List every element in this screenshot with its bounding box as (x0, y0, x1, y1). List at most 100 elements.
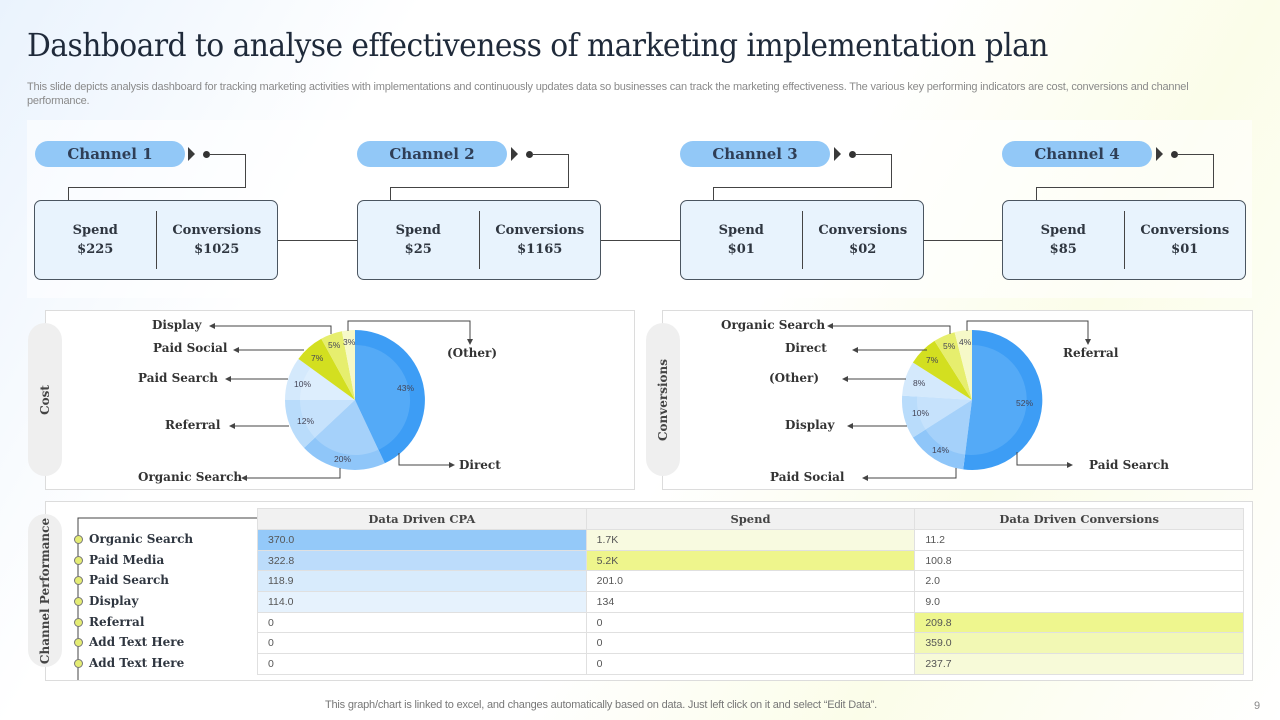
table-row: 370.0 1.7K 11.2 (257, 529, 1244, 551)
bracket-line (713, 187, 892, 188)
conv-label-other: (Other) (769, 371, 820, 385)
cost-label-paid-social: Paid Social (153, 341, 228, 355)
bracket-line (1036, 187, 1214, 188)
dot-icon (849, 151, 856, 158)
conversions-cell: 100.8 (914, 549, 1244, 572)
table-row: 118.9 201.0 2.0 (257, 570, 1244, 593)
bullet-dot-icon (74, 596, 83, 606)
conv-label-referral: Referral (1063, 346, 1119, 360)
bullet-dot-icon (74, 637, 83, 647)
row-label: Display (74, 594, 138, 608)
bracket-line (68, 187, 69, 201)
bracket-line (1177, 154, 1213, 155)
cpa-cell: 118.9 (257, 570, 587, 593)
conversions-metric: Conversions $1165 (495, 223, 585, 257)
channel-performance-table: Data Driven CPA Spend Data Driven Conver… (257, 508, 1244, 675)
bracket-line (855, 154, 891, 155)
conversions-metric: Conversions $01 (1140, 223, 1230, 257)
bullet-dot-icon (74, 658, 83, 668)
spend-cell: 0 (585, 653, 916, 675)
channel-3-pill: Channel 3 (680, 141, 830, 167)
svg-text:10%: 10% (912, 408, 929, 418)
svg-text:20%: 20% (334, 454, 351, 464)
svg-text:4%: 4% (959, 337, 972, 347)
divider (155, 211, 157, 269)
spend-metric: Spend $85 (1040, 223, 1086, 257)
conv-label-organic-search: Organic Search (721, 318, 826, 332)
conversions-metric: Conversions $02 (818, 223, 908, 257)
connector-line (600, 240, 681, 241)
spend-cell: 134 (585, 591, 916, 613)
arrow-right-icon (1156, 147, 1163, 161)
spend-cell: 0 (585, 611, 916, 634)
bracket-line (891, 154, 892, 188)
svg-text:14%: 14% (932, 445, 949, 455)
channel-performance-side-tab: Channel Performance (28, 514, 62, 667)
page-number: 9 (1254, 700, 1261, 712)
svg-text:8%: 8% (913, 378, 926, 388)
conversions-side-tab: Conversions (646, 323, 680, 476)
table-row: 0 0 237.7 (257, 653, 1244, 675)
svg-text:7%: 7% (926, 355, 939, 365)
svg-text:5%: 5% (943, 341, 956, 351)
conv-label-direct: Direct (785, 341, 827, 355)
cost-label-organic-search: Organic Search (138, 470, 243, 484)
table-row: 322.8 5.2K 100.8 (257, 549, 1244, 572)
channel-3-metrics: Spend $01 Conversions $02 (680, 200, 924, 280)
cost-label-direct: Direct (459, 458, 501, 472)
conversions-cell: 9.0 (914, 591, 1244, 613)
cost-side-tab: Cost (28, 323, 62, 476)
bracket-line (245, 154, 246, 188)
arrow-right-icon (511, 147, 518, 161)
row-label: Referral (74, 615, 144, 629)
divider (1123, 211, 1125, 269)
conversions-metric: Conversions $1025 (172, 223, 262, 257)
footer-note: This graph/chart is linked to excel, and… (325, 699, 877, 711)
cpa-cell: 0 (257, 653, 587, 675)
spend-metric: Spend $225 (72, 223, 118, 257)
bracket-line (1036, 187, 1037, 201)
svg-text:5%: 5% (328, 340, 341, 350)
bracket-line (68, 187, 246, 188)
bracket-line (390, 187, 569, 188)
svg-text:12%: 12% (297, 416, 314, 426)
svg-text:7%: 7% (311, 353, 324, 363)
bracket-line (209, 154, 245, 155)
channel-2-metrics: Spend $25 Conversions $1165 (357, 200, 601, 280)
spend-cell: 5.2K (585, 549, 916, 572)
channel-4-pill: Channel 4 (1002, 141, 1152, 167)
svg-text:10%: 10% (294, 379, 311, 389)
conversions-cell: 359.0 (914, 632, 1244, 655)
row-label: Add Text Here (74, 635, 184, 649)
divider (801, 211, 803, 269)
channel-4-metrics: Spend $85 Conversions $01 (1002, 200, 1246, 280)
bullet-dot-icon (74, 617, 83, 627)
spend-cell: 201.0 (585, 570, 916, 593)
channel-1-pill: Channel 1 (35, 141, 185, 167)
spend-metric: Spend $25 (395, 223, 441, 257)
cost-label-referral: Referral (165, 418, 221, 432)
dot-icon (526, 151, 533, 158)
cost-pie: 43% 20% 12% 10% 7% 5% 3% (285, 329, 425, 470)
spend-metric: Spend $01 (718, 223, 764, 257)
conversions-cell: 237.7 (914, 653, 1244, 675)
row-label: Organic Search (74, 532, 193, 546)
divider (478, 211, 480, 269)
conv-label-display: Display (785, 418, 835, 432)
connector-line (278, 240, 358, 241)
bracket-line (1213, 154, 1214, 188)
cpa-cell: 0 (257, 611, 587, 634)
row-label: Paid Search (74, 573, 169, 587)
col-header-conversions: Data Driven Conversions (914, 508, 1244, 530)
row-label: Paid Media (74, 553, 164, 567)
bracket-line (390, 187, 391, 201)
conversions-cell: 11.2 (914, 529, 1244, 551)
page-subtitle: This slide depicts analysis dashboard fo… (27, 81, 1189, 107)
table-row: 114.0 134 9.0 (257, 591, 1244, 613)
conversions-cell: 2.0 (914, 570, 1244, 593)
channel-2-pill: Channel 2 (357, 141, 507, 167)
col-header-cpa: Data Driven CPA (257, 508, 587, 530)
cpa-cell: 114.0 (257, 591, 587, 613)
cpa-cell: 322.8 (257, 549, 587, 572)
